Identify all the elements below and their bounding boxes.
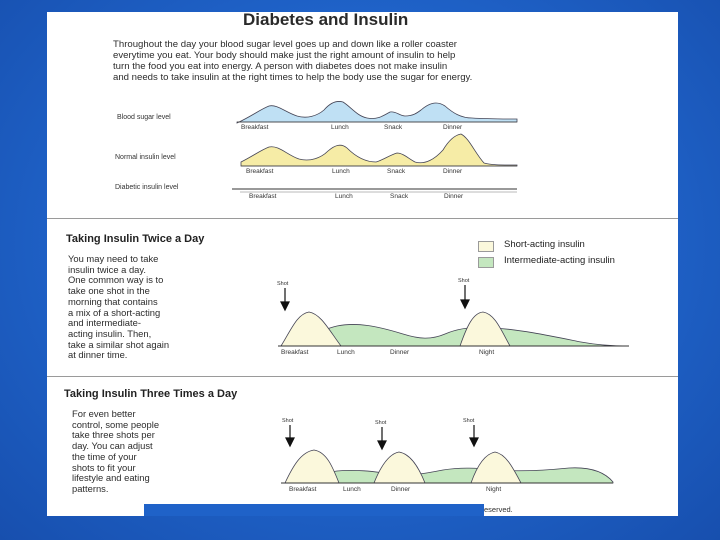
short-insulin-peak — [280, 311, 342, 347]
tick-label: Snack — [384, 124, 403, 131]
tick-label: Dinner — [443, 168, 463, 175]
short-insulin-peak — [284, 449, 340, 484]
section-heading-twice: Taking Insulin Twice a Day — [66, 233, 205, 245]
tick-label: Night — [486, 486, 502, 493]
twice-text-line: morning that contains — [68, 295, 158, 307]
twice-text-line: a mix of a short-acting — [68, 306, 161, 318]
shot-label: Shot — [463, 418, 475, 424]
shot-label: Shot — [375, 420, 387, 426]
shot-label: Shot — [277, 281, 289, 287]
twice-text-line: insulin twice a day. — [68, 263, 146, 275]
legend-label-intermediate: Intermediate-acting insulin — [504, 255, 615, 266]
curves-layer — [232, 101, 630, 484]
intermediate-insulin-curve — [284, 467, 614, 484]
tick-label: Dinner — [390, 349, 410, 356]
tick-label: Lunch — [331, 124, 349, 131]
short-insulin-peak — [373, 451, 426, 484]
shot-label: Shot — [458, 278, 470, 284]
tick-label: Breakfast — [289, 486, 317, 493]
blood-sugar-curve — [236, 101, 518, 124]
twice-text-line: and intermediate- — [68, 317, 141, 329]
shot-label: Shot — [282, 418, 294, 424]
legend-label-short: Short-acting insulin — [504, 239, 585, 250]
slide: Diabetes and Insulin Throughout the day … — [47, 12, 678, 516]
intermediate-insulin-curve — [280, 324, 630, 347]
intro-text: Throughout the day your blood sugar leve… — [113, 39, 472, 83]
tick-label: Breakfast — [241, 124, 269, 131]
footer-bar — [144, 504, 484, 516]
three-text-line: lifestyle and eating — [72, 472, 150, 484]
tick-label: Breakfast — [249, 193, 277, 200]
tick-label: Snack — [387, 168, 406, 175]
twice-text: You may need to take insulin twice a day… — [68, 253, 170, 361]
tick-label: Breakfast — [246, 168, 274, 175]
twice-text-line: take one shot in the — [68, 285, 150, 297]
twice-text-line: You may need to take — [68, 253, 159, 264]
tick-label: Dinner — [444, 193, 464, 200]
twice-text-line: One common way is to — [68, 274, 164, 286]
section-divider — [47, 218, 678, 219]
three-text-line: control, some people — [72, 418, 160, 430]
tick-label: Dinner — [443, 124, 463, 131]
arrow-down-icon — [285, 425, 295, 448]
intro-line: everytime you eat. Your body should make… — [113, 50, 456, 61]
twice-text-line: acting insulin. Then, — [68, 327, 152, 339]
intro-line: Throughout the day your blood sugar leve… — [113, 39, 457, 50]
footer-text: eserved. — [484, 505, 513, 514]
row-label-blood-sugar: Blood sugar level — [117, 114, 171, 121]
three-text-line: take three shots per — [72, 429, 155, 441]
three-text-line: day. You can adjust — [72, 440, 153, 452]
legend-swatch-short — [478, 241, 494, 252]
three-text-line: For even better — [72, 408, 136, 419]
arrow-down-icon — [460, 285, 470, 310]
legend-swatch-intermediate — [478, 257, 494, 268]
three-text-line: shots to fit your — [72, 461, 136, 473]
row-label-diabetic-insulin: Diabetic insulin level — [115, 184, 179, 191]
tick-label: Lunch — [337, 349, 355, 356]
row-label-normal-insulin: Normal insulin level — [115, 154, 176, 161]
tick-label: Snack — [390, 193, 409, 200]
arrow-down-icon — [469, 425, 479, 448]
tick-label: Lunch — [332, 168, 350, 175]
arrow-down-icon — [280, 288, 290, 312]
tick-label: Lunch — [343, 486, 361, 493]
short-insulin-peak — [470, 451, 522, 484]
arrow-down-icon — [377, 427, 387, 451]
section-divider — [47, 376, 678, 377]
tick-label: Breakfast — [281, 349, 309, 356]
twice-text-line: at dinner time. — [68, 349, 128, 361]
short-insulin-peak — [459, 311, 511, 347]
tick-label: Night — [479, 349, 495, 356]
intro-line: turn the food you eat into energy. A per… — [113, 61, 448, 72]
tick-label: Lunch — [335, 193, 353, 200]
three-text-line: patterns. — [72, 482, 109, 494]
twice-text-line: take a similar shot again — [68, 338, 170, 350]
tick-label: Dinner — [391, 486, 411, 493]
page-title: Diabetes and Insulin — [243, 12, 409, 29]
three-text: For even better control, some people tak… — [72, 408, 160, 495]
section-heading-three: Taking Insulin Three Times a Day — [64, 388, 238, 400]
intro-line: and needs to take insulin at the right t… — [113, 72, 473, 83]
normal-insulin-curve — [240, 133, 518, 167]
three-text-line: the time of your — [72, 450, 137, 462]
